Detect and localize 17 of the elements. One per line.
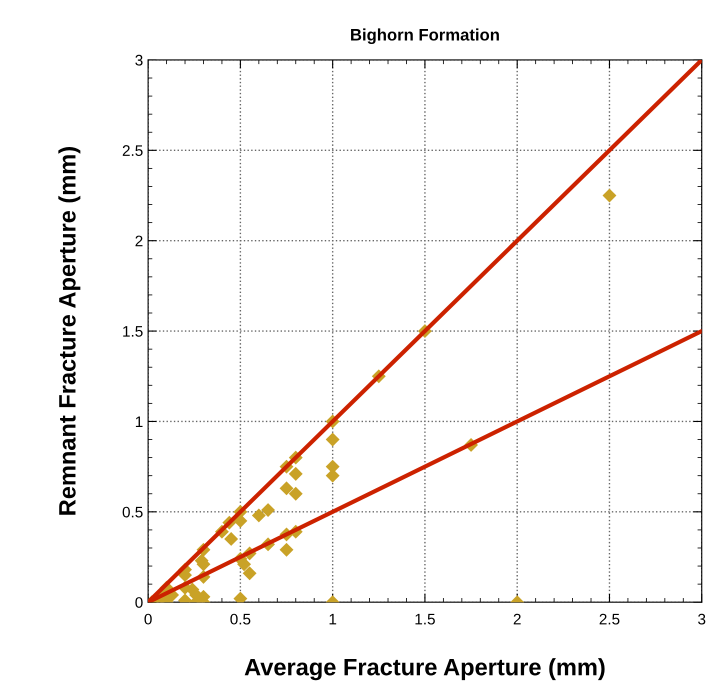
y-tick-label: 0	[135, 597, 143, 608]
x-tick-label: 3	[698, 614, 706, 625]
chart-title: Bighorn Formation	[351, 28, 499, 44]
y-axis-title: Remnant Fracture Aperture (mm)	[58, 147, 80, 515]
x-tick-label: 0.5	[230, 614, 250, 625]
y-tick-label: 0.5	[122, 506, 143, 518]
y-tick-label: 1	[136, 416, 143, 427]
x-tick-label: 2.5	[600, 614, 620, 625]
x-tick-label: 2	[514, 614, 521, 624]
x-tick-label: 1.5	[415, 614, 435, 625]
y-tick-label: 2.5	[122, 145, 143, 156]
x-tick-label: 0	[144, 614, 152, 625]
y-tick-label: 1.5	[123, 326, 143, 337]
y-tick-label: 3	[135, 54, 143, 66]
x-tick-label: 1	[330, 614, 336, 624]
y-tick-label: 2	[136, 236, 142, 246]
x-axis-title: Average Fracture Aperture (mm)	[244, 658, 605, 680]
